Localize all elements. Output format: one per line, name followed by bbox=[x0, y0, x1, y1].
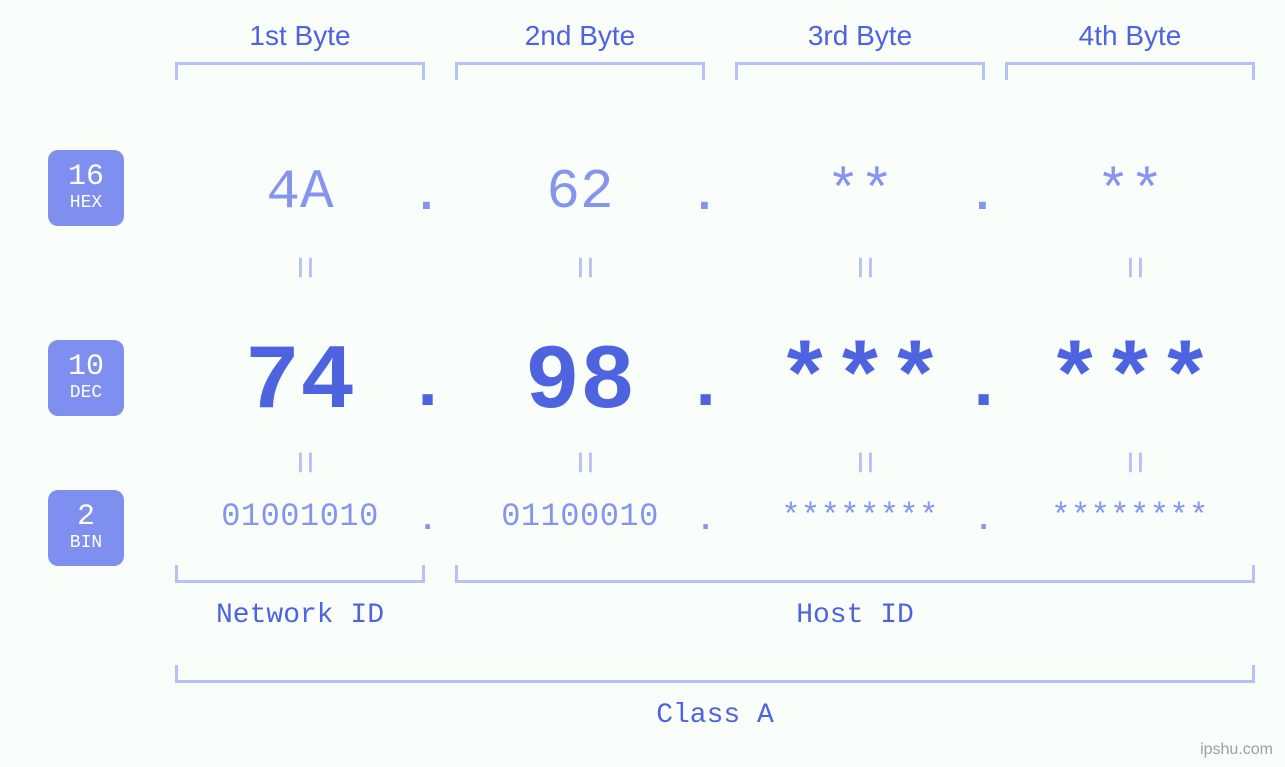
bin-dot-separator: . bbox=[974, 502, 993, 539]
host-id-group bbox=[455, 565, 1255, 583]
bin-byte-2: 01100010 bbox=[455, 498, 705, 535]
watermark: ipshu.com bbox=[1200, 741, 1273, 759]
dec-value: 74 bbox=[245, 330, 355, 435]
bin-dot-separator: . bbox=[418, 502, 437, 539]
bracket-bottom-icon bbox=[175, 565, 425, 583]
hex-value: 4A bbox=[266, 160, 333, 224]
hex-dot-separator: . bbox=[968, 170, 997, 224]
dec-dot-separator: . bbox=[406, 345, 449, 427]
class-label: Class A bbox=[175, 700, 1255, 731]
dec-byte-2: 98 bbox=[455, 330, 705, 435]
dec-byte-4: *** bbox=[1005, 330, 1255, 435]
byte-header-label: 4th Byte bbox=[1005, 20, 1255, 52]
base-badge-bin: 2 BIN bbox=[48, 490, 124, 566]
base-name: BIN bbox=[70, 534, 102, 554]
base-number: 10 bbox=[68, 352, 104, 382]
hex-dot-separator: . bbox=[690, 170, 719, 224]
dec-value: *** bbox=[777, 330, 943, 435]
byte-header-2: 2nd Byte bbox=[455, 20, 705, 80]
hex-value: ** bbox=[1096, 160, 1163, 224]
bracket-top-icon bbox=[735, 62, 985, 80]
base-name: DEC bbox=[70, 384, 102, 404]
bracket-bottom-icon bbox=[455, 565, 1255, 583]
hex-byte-1: 4A bbox=[175, 160, 425, 224]
dec-byte-3: *** bbox=[735, 330, 985, 435]
byte-header-label: 1st Byte bbox=[175, 20, 425, 52]
bin-dot-separator: . bbox=[696, 502, 715, 539]
equals-icon: = bbox=[1110, 255, 1155, 279]
dec-dot-separator: . bbox=[684, 345, 727, 427]
byte-header-4: 4th Byte bbox=[1005, 20, 1255, 80]
byte-header-3: 3rd Byte bbox=[735, 20, 985, 80]
equals-icon: = bbox=[560, 450, 605, 474]
equals-icon: = bbox=[840, 255, 885, 279]
bracket-top-icon bbox=[175, 62, 425, 80]
hex-byte-4: ** bbox=[1005, 160, 1255, 224]
equals-icon: = bbox=[280, 255, 325, 279]
dec-dot-separator: . bbox=[962, 345, 1005, 427]
dec-value: *** bbox=[1047, 330, 1213, 435]
bin-byte-3: ******** bbox=[735, 498, 985, 535]
base-name: HEX bbox=[70, 194, 102, 214]
hex-byte-2: 62 bbox=[455, 160, 705, 224]
hex-value: ** bbox=[826, 160, 893, 224]
equals-icon: = bbox=[560, 255, 605, 279]
equals-icon: = bbox=[840, 450, 885, 474]
hex-byte-3: ** bbox=[735, 160, 985, 224]
equals-icon: = bbox=[1110, 450, 1155, 474]
dec-byte-1: 74 bbox=[175, 330, 425, 435]
network-id-label: Network ID bbox=[175, 600, 425, 631]
bracket-top-icon bbox=[1005, 62, 1255, 80]
byte-header-label: 2nd Byte bbox=[455, 20, 705, 52]
base-badge-dec: 10 DEC bbox=[48, 340, 124, 416]
bin-value: 01001010 bbox=[221, 498, 379, 535]
dec-value: 98 bbox=[525, 330, 635, 435]
base-number: 2 bbox=[77, 502, 95, 532]
bracket-bottom-icon bbox=[175, 665, 1255, 683]
base-badge-hex: 16 HEX bbox=[48, 150, 124, 226]
hex-value: 62 bbox=[546, 160, 613, 224]
bracket-top-icon bbox=[455, 62, 705, 80]
ip-byte-diagram: 1st Byte 2nd Byte 3rd Byte 4th Byte 16 H… bbox=[0, 0, 1285, 767]
class-group bbox=[175, 665, 1255, 683]
base-number: 16 bbox=[68, 162, 104, 192]
host-id-label: Host ID bbox=[455, 600, 1255, 631]
byte-header-1: 1st Byte bbox=[175, 20, 425, 80]
bin-byte-4: ******** bbox=[1005, 498, 1255, 535]
hex-dot-separator: . bbox=[412, 170, 441, 224]
network-id-group bbox=[175, 565, 425, 583]
equals-icon: = bbox=[280, 450, 325, 474]
bin-value: ******** bbox=[781, 498, 939, 535]
bin-value: ******** bbox=[1051, 498, 1209, 535]
bin-value: 01100010 bbox=[501, 498, 659, 535]
byte-header-label: 3rd Byte bbox=[735, 20, 985, 52]
bin-byte-1: 01001010 bbox=[175, 498, 425, 535]
